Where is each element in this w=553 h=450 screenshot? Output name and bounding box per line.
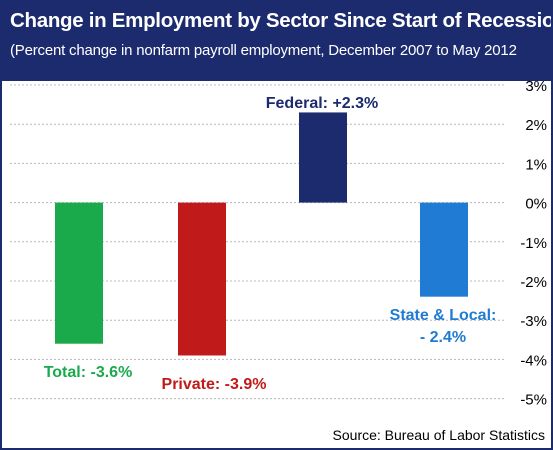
data-label: Private: -3.9% [162, 376, 267, 393]
y-tick-label: -2% [520, 274, 547, 291]
data-label: Total: -3.6% [44, 364, 133, 381]
y-tick-label: 1% [525, 156, 547, 173]
y-tick-label: -5% [520, 392, 547, 409]
y-tick-label: 0% [525, 196, 547, 213]
chart-title: Change in Employment by Sector Since Sta… [10, 9, 553, 32]
data-label: State & Local: [390, 307, 497, 324]
y-tick-label: -1% [520, 235, 547, 252]
source-note: Source: Bureau of Labor Statistics [332, 427, 545, 443]
y-tick-label: 3% [525, 78, 547, 95]
bar [55, 202, 103, 344]
y-tick-label: -4% [520, 352, 547, 369]
data-label: Federal: +2.3% [266, 95, 379, 112]
y-tick-label: -3% [520, 313, 547, 330]
y-tick-label: 2% [525, 117, 547, 134]
bar [299, 112, 347, 203]
bar [178, 202, 226, 356]
bar [420, 202, 468, 297]
chart-header: Change in Employment by Sector Since Sta… [2, 2, 551, 81]
data-label: - 2.4% [420, 329, 466, 346]
chart-subtitle: (Percent change in nonfarm payroll emplo… [10, 42, 517, 59]
